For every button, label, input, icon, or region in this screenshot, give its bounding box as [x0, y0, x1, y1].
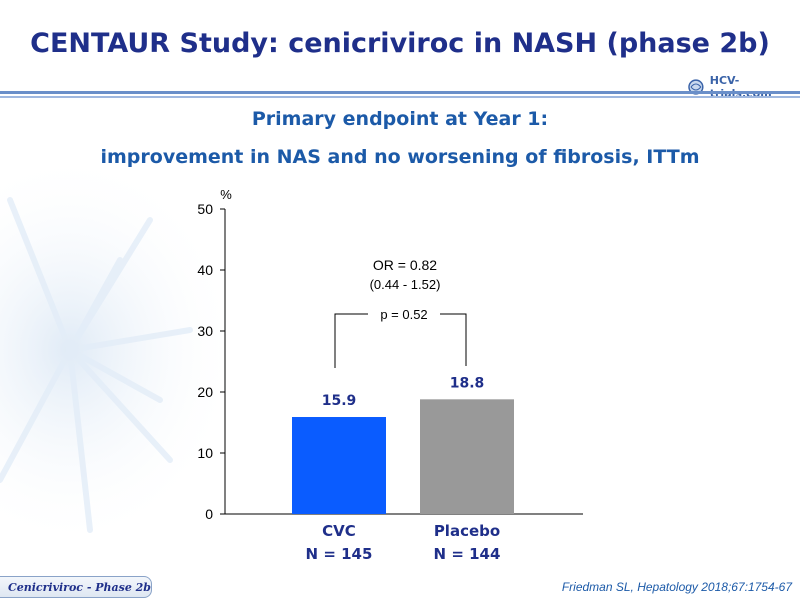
y-tick-label: 40	[197, 262, 213, 278]
category-n-label: N = 145	[306, 545, 373, 563]
header-divider	[0, 91, 800, 94]
category-label: Placebo	[434, 522, 500, 540]
y-tick-label: 50	[197, 201, 213, 217]
confidence-interval-annotation: (0.44 - 1.52)	[370, 277, 441, 292]
footer-section-tag: Cenicriviroc - Phase 2b	[0, 576, 152, 598]
p-value-annotation: p = 0.52	[380, 307, 427, 322]
y-tick-label: 20	[197, 384, 213, 400]
comparison-bracket-right	[440, 313, 467, 366]
bar-cvc	[292, 417, 386, 514]
citation: Friedman SL, Hepatology 2018;67:1754-67	[561, 580, 792, 594]
y-axis-unit-label: %	[220, 187, 232, 202]
category-n-label: N = 144	[434, 545, 501, 563]
slide-title: CENTAUR Study: cenicriviroc in NASH (pha…	[30, 28, 770, 59]
y-tick-label: 10	[197, 445, 213, 461]
header-divider-secondary	[0, 96, 800, 98]
slide-subtitle-line1: Primary endpoint at Year 1:	[251, 108, 549, 130]
bar-value-label: 18.8	[450, 375, 485, 391]
comparison-bracket-left	[334, 313, 368, 368]
y-tick-label: 0	[205, 506, 213, 522]
y-tick-label: 30	[197, 323, 213, 339]
bar-value-label: 15.9	[322, 393, 357, 409]
bar-placebo	[420, 399, 514, 514]
slide-subtitle-line2: improvement in NAS and no worsening of f…	[100, 146, 700, 168]
category-label: CVC	[322, 522, 356, 540]
odds-ratio-annotation: OR = 0.82	[373, 257, 437, 273]
